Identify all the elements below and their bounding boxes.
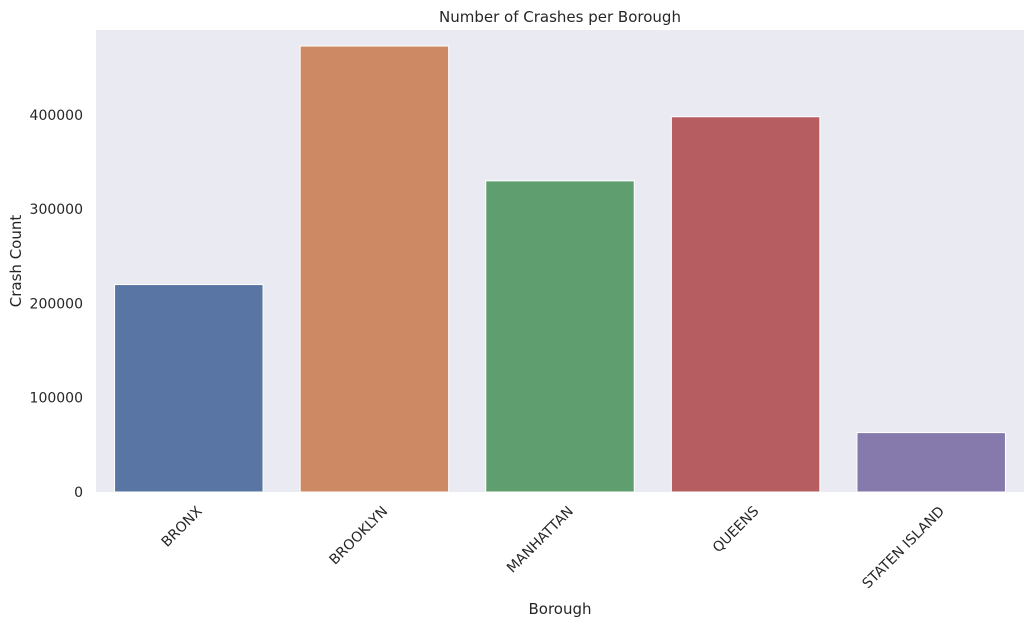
bar-brooklyn [299, 45, 450, 493]
chart-title: Number of Crashes per Borough [439, 8, 681, 26]
y-axis-ticks: 0 100000 200000 300000 400000 [30, 108, 83, 501]
y-axis-label: Crash Count [7, 215, 25, 308]
y-tick-label: 200000 [30, 296, 83, 312]
x-tick-label: BROOKLYN [327, 504, 392, 569]
bars-group [114, 45, 1006, 493]
bar-queens [670, 116, 821, 493]
y-tick-label: 300000 [30, 202, 83, 218]
bar-manhattan [485, 180, 635, 493]
bar-bronx [114, 284, 264, 493]
x-tick-label: BRONX [159, 503, 206, 550]
x-axis-ticks: BRONX BROOKLYN MANHATTAN QUEENS STATEN ISLAN… [159, 503, 948, 592]
bar-staten-island [856, 432, 1006, 493]
x-tick-label: QUEENS [710, 503, 763, 556]
x-tick-label: STATEN ISLAND [860, 504, 948, 592]
x-axis-label: Borough [528, 600, 591, 618]
y-tick-label: 0 [74, 485, 83, 501]
x-tick-label: MANHATTAN [504, 504, 577, 577]
y-tick-label: 100000 [30, 391, 83, 407]
y-tick-label: 400000 [30, 108, 83, 124]
